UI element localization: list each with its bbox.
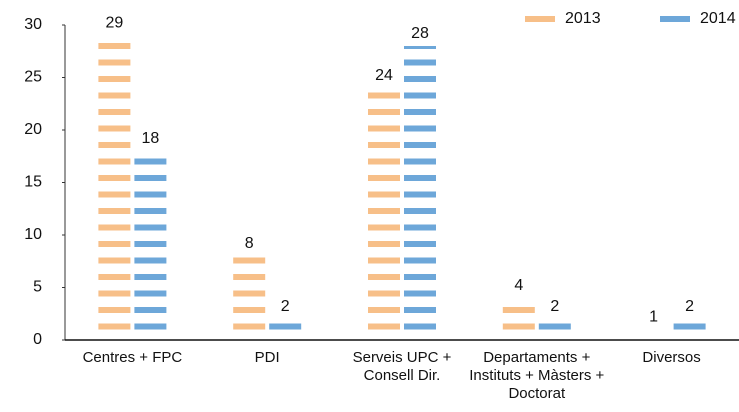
data-label: 29 [106,15,124,32]
bar [233,256,266,340]
bar [269,319,302,340]
data-label: 2 [685,298,694,315]
x-tick-label: Diversos [642,349,701,366]
data-label: 2 [281,298,290,315]
data-label: 8 [245,235,254,252]
data-label: 24 [375,67,393,84]
y-tick-label: 15 [24,174,42,191]
y-tick-label: 10 [24,226,42,243]
bar [368,88,400,340]
y-tick-label: 20 [24,121,42,138]
bar [98,35,131,340]
bar [538,319,571,340]
x-tick-label: Serveis UPC + Consell Dir. [352,349,452,384]
legend-label: 2013 [565,10,601,27]
x-tick-label: PDI [254,349,280,366]
legend-label: 2014 [700,10,736,27]
y-tick-label: 25 [24,69,42,86]
x-tick-label: Departaments + Instituts + Màsters + Doc… [469,349,605,402]
data-label: 4 [514,277,523,294]
x-tick-label: Centres + FPC [82,349,183,366]
bar [673,319,706,340]
data-label: 28 [411,25,429,42]
data-label: 18 [142,130,160,147]
data-label: 2 [550,298,559,315]
data-label: 1 [649,309,658,326]
y-tick-label: 30 [24,16,42,33]
bar [637,329,670,340]
bar [404,46,436,340]
y-tick-label: 0 [33,331,42,348]
bar [502,298,535,340]
y-tick-label: 5 [33,279,42,296]
bar [134,151,167,340]
